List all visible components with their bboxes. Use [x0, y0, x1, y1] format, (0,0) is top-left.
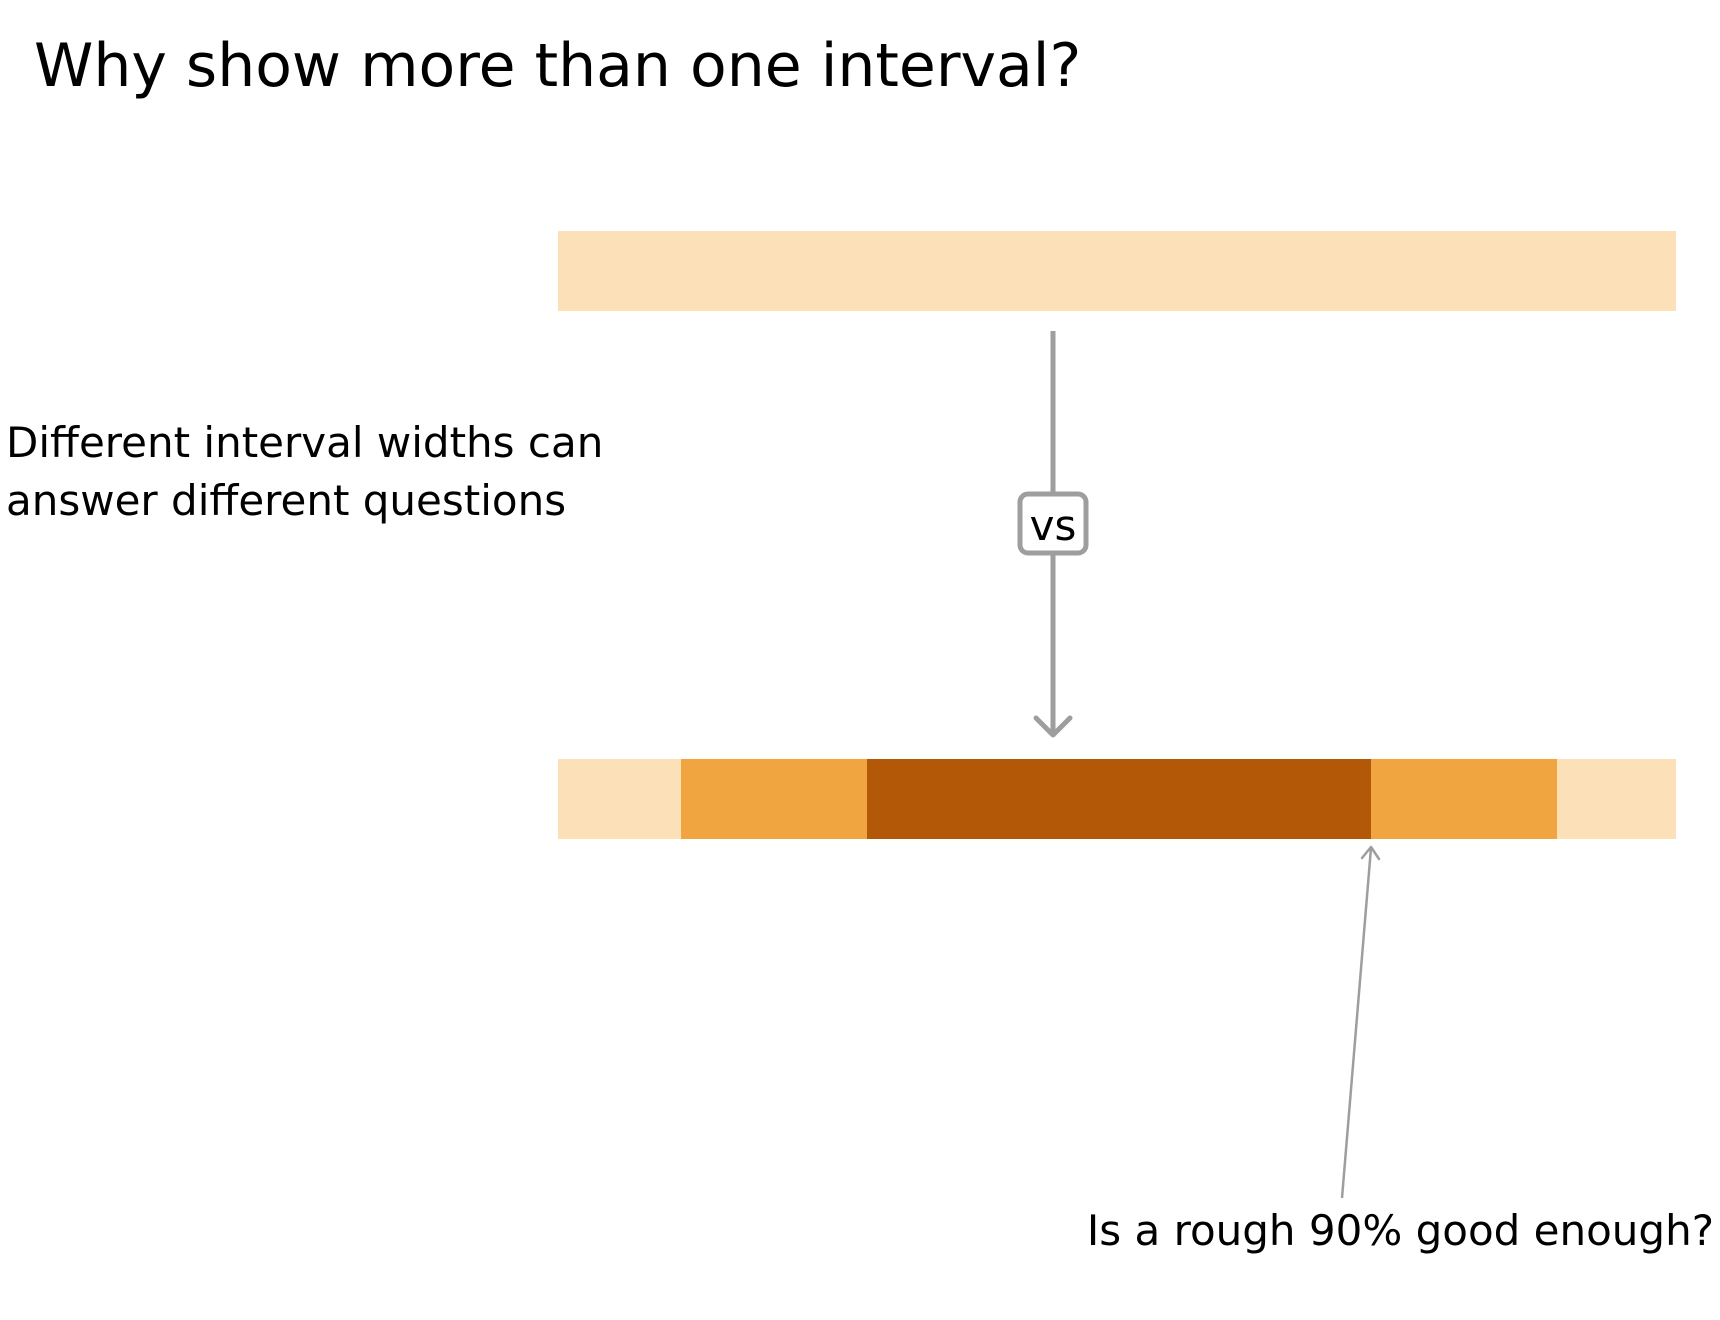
vs-label: vs: [1030, 501, 1077, 550]
vs-arrowhead-icon: [1033, 715, 1073, 738]
annotation-arrow-line: [1340, 847, 1373, 1199]
annotation-arrowhead-icon: [1360, 845, 1381, 861]
bottom-interval-inner: [867, 759, 1371, 839]
bottom-interval-middle-right: [1371, 759, 1557, 839]
bottom-interval-outer-left: [558, 759, 681, 839]
page-title: Why show more than one interval?: [34, 31, 1082, 101]
vs-label-box: [1017, 491, 1089, 556]
bottom-question: Is a rough 90% good enough?: [1086, 1206, 1714, 1255]
explanation-line-1: Different interval widths can: [6, 418, 604, 467]
bottom-interval-outer-right: [1557, 759, 1676, 839]
top-interval-bar: [558, 231, 1676, 311]
explanation-line-2: answer different questions: [6, 476, 567, 525]
explanation-text: Different interval widths can answer dif…: [6, 414, 603, 530]
bottom-interval-middle-left: [681, 759, 867, 839]
